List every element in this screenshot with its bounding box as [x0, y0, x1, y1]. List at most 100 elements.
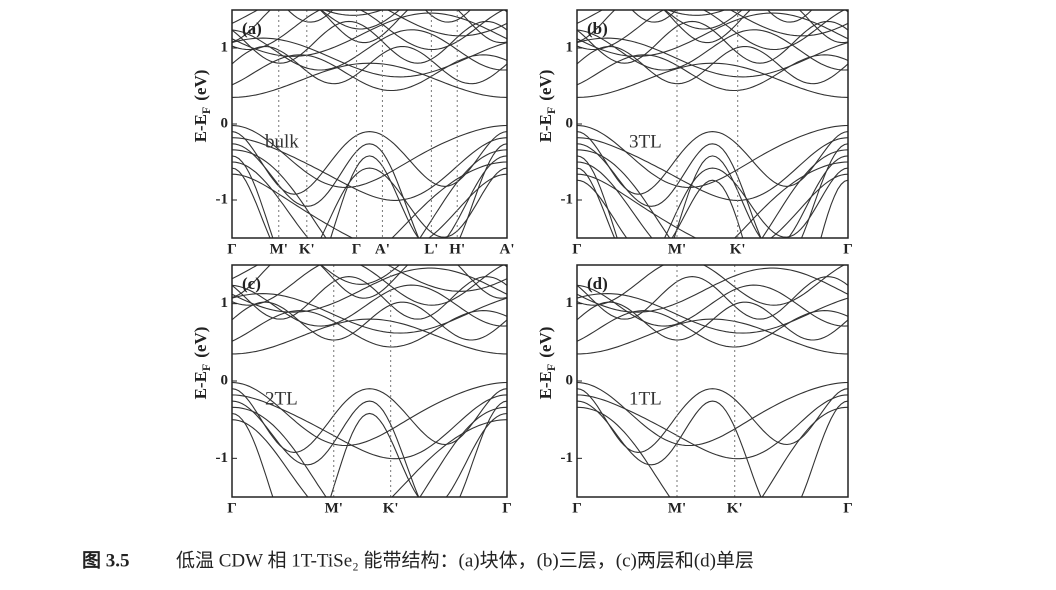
band-curve	[232, 54, 507, 92]
panel: Γ M' K' Γ -1 0 1 (b) 3TL E-EF (eV)	[536, 0, 853, 257]
band-curve	[232, 284, 507, 327]
x-tick-label: Γ	[352, 241, 362, 257]
y-axis-label-part: E-E	[536, 114, 555, 142]
band-curve	[577, 284, 848, 327]
y-axis-label-part: E-E	[536, 371, 555, 399]
y-tick-label: 1	[566, 39, 574, 55]
x-tick-label: A'	[375, 241, 390, 257]
band-curve	[287, 10, 471, 23]
panel-tag: (d)	[587, 274, 608, 293]
band-curve	[577, 173, 848, 238]
band-curve	[631, 10, 813, 23]
y-axis-label-part: E-E	[191, 114, 210, 142]
band-curve	[577, 143, 848, 238]
panel-tag: (b)	[587, 19, 608, 38]
band-curve	[322, 10, 383, 16]
frame	[231, 9, 508, 239]
y-axis-label-part: F	[544, 107, 558, 114]
bands	[577, 265, 848, 497]
band-curve	[232, 45, 507, 85]
band-curve	[232, 388, 507, 453]
x-tick-label: Γ	[843, 500, 853, 516]
x-tick-label: K'	[727, 500, 743, 516]
band-curve	[232, 149, 507, 238]
band-curve	[232, 381, 507, 447]
panel-name: bulk	[265, 131, 299, 152]
band-curve	[232, 419, 507, 497]
band-curve	[577, 265, 846, 306]
band-curve	[232, 155, 507, 238]
band-curve	[577, 318, 848, 355]
caption-text: 低温 CDW 相 1T-TiSe₂ 能带结构：(a)块体，(b)三层，(c)两层…	[176, 549, 754, 571]
panel-name: 3TL	[629, 131, 662, 152]
x-tick-label: Γ	[572, 241, 582, 257]
x-tick-label: Γ	[227, 241, 237, 257]
frame	[576, 9, 849, 239]
band-curve	[232, 265, 507, 299]
x-tick-label: K'	[383, 500, 399, 516]
x-tick-label: M'	[668, 500, 686, 516]
y-axis-label-part: F	[199, 364, 213, 371]
y-axis-label-part: F	[544, 364, 558, 371]
caption-number: 图 3.5	[82, 549, 130, 571]
x-tick-label: H'	[449, 241, 465, 257]
y-tick-label: 0	[221, 372, 229, 388]
band-curve	[577, 137, 848, 201]
band-curve	[577, 381, 848, 447]
band-curve	[232, 124, 507, 188]
band-curve	[577, 29, 848, 71]
band-curve	[577, 131, 848, 195]
x-tick-label: M'	[270, 241, 288, 257]
y-tick-label: 1	[221, 39, 229, 55]
band-curve	[232, 394, 507, 460]
band-curve	[232, 267, 507, 313]
y-tick-label: -1	[561, 191, 574, 207]
y-axis-label-part: (eV)	[536, 327, 555, 358]
band-curve	[232, 265, 505, 306]
y-tick-label: 1	[221, 295, 229, 311]
y-tick-label: 1	[566, 295, 574, 311]
y-tick-label: -1	[216, 191, 229, 207]
band-curve	[577, 12, 848, 57]
band-curve	[577, 301, 848, 341]
band-curve	[232, 161, 507, 238]
band-curve	[577, 0, 848, 2]
band-curve	[577, 149, 848, 238]
bands	[232, 265, 507, 497]
band-curve	[577, 179, 848, 238]
band-curve	[577, 54, 848, 92]
band-curve	[577, 10, 848, 44]
y-tick-label: -1	[216, 450, 229, 466]
band-curve	[577, 394, 848, 460]
band-curve	[232, 10, 507, 44]
band-curve	[232, 0, 507, 9]
band-curve	[232, 143, 507, 238]
x-tick-label: Γ	[572, 500, 582, 516]
bands	[232, 0, 507, 238]
panel-name: 1TL	[629, 389, 662, 410]
band-curve	[577, 45, 848, 85]
band-curve	[232, 10, 507, 37]
band-curve	[232, 318, 507, 355]
band-curve	[577, 388, 848, 453]
y-tick-label: 0	[221, 115, 229, 131]
y-axis-label: E-EF (eV)	[191, 70, 213, 143]
y-axis-label-part: (eV)	[191, 327, 210, 358]
panel-name: 2TL	[265, 389, 298, 410]
y-tick-label: 0	[566, 115, 574, 131]
band-curve	[232, 400, 507, 497]
frame	[576, 264, 849, 498]
band-curve	[320, 10, 507, 30]
x-tick-label: Γ	[502, 500, 512, 516]
band-curve	[577, 124, 848, 188]
band-curve	[577, 310, 848, 348]
x-tick-label: K'	[730, 241, 746, 257]
y-axis-label: E-EF (eV)	[536, 70, 558, 143]
band-curve	[232, 62, 507, 98]
band-curve	[232, 265, 507, 292]
band-curve	[232, 10, 505, 51]
band-curve	[232, 310, 507, 348]
x-tick-label: M'	[325, 500, 343, 516]
band-curve	[232, 167, 507, 238]
band-curve	[577, 161, 848, 238]
